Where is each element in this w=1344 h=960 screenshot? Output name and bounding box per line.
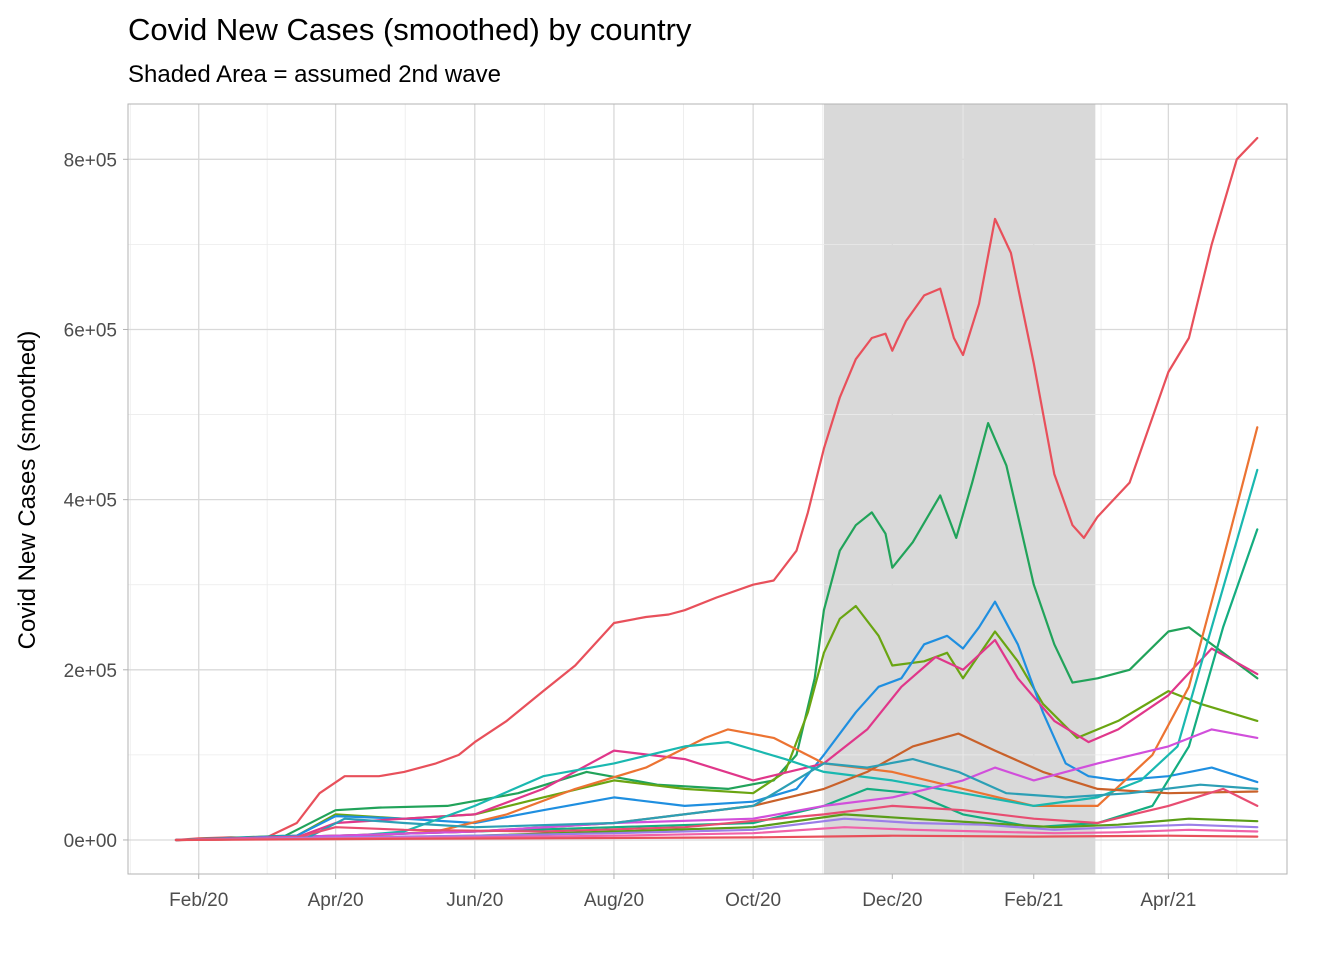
x-tick-label: Jun/20 [446,890,503,911]
y-tick-label: 8e+05 [64,150,117,171]
series-line-5 [174,638,1259,842]
plot-panel-border [127,103,1288,875]
series-line-7 [174,468,1259,842]
series-line-16 [174,834,1259,842]
series-line-14 [174,817,1259,842]
series-line-12 [174,787,1259,842]
shaded-area-layer [823,104,1096,874]
series-line-6 [174,426,1259,842]
y-axis: 0e+00 2e+05 4e+05 6e+05 8e+05 [64,150,128,852]
minor-gridlines [128,104,1287,874]
x-tick-label: Dec/20 [862,890,922,911]
y-tick-label: 4e+05 [64,491,117,512]
y-tick-label: 2e+05 [64,661,117,682]
series-line-4 [174,600,1259,842]
major-gridlines [128,104,1287,874]
x-tick-label: Aug/20 [584,890,644,911]
series-line-11 [174,758,1259,842]
y-tick-label: 6e+05 [64,320,117,341]
y-axis-title: Covid New Cases (smoothed) [14,331,41,650]
y-tick-label: 0e+00 [64,831,117,852]
x-tick-label: Apr/20 [308,890,364,911]
series-line-2 [174,422,1259,842]
x-axis: Feb/20 Apr/20 Jun/20 Aug/20 Oct/20 Dec/20 Feb/… [169,874,1196,911]
chart-subtitle: Shaded Area = assumed 2nd wave [128,61,501,88]
x-tick-label: Feb/21 [1004,890,1063,911]
shaded-area-2nd-wave [823,104,1096,874]
series-line-3 [174,604,1259,842]
chart-title: Covid New Cases (smoothed) by country [128,12,692,47]
x-tick-label: Oct/20 [725,890,781,911]
series-layer [174,136,1259,842]
series-line-1 [174,136,1259,842]
x-tick-label: Feb/20 [169,890,228,911]
plot-panel [128,104,1287,874]
series-line-15 [174,826,1259,842]
x-tick-label: Apr/21 [1140,890,1196,911]
